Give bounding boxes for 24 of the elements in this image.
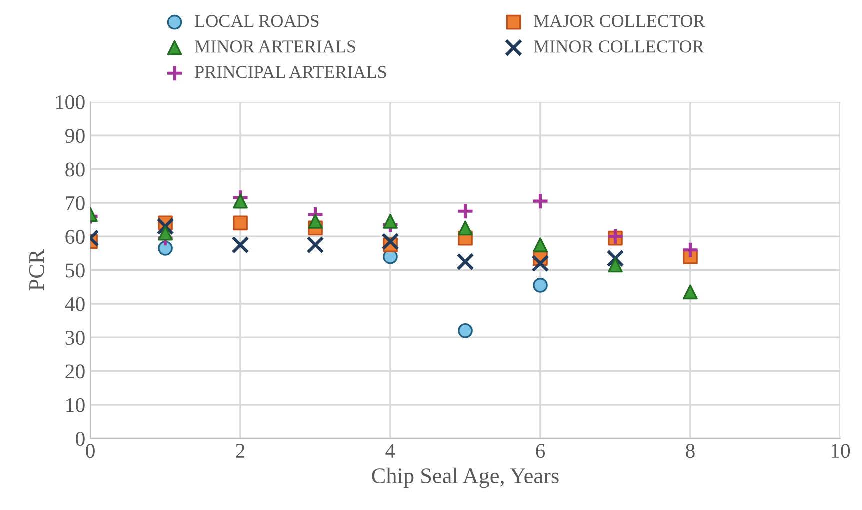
y-tick-label: 70 [66,196,85,210]
legend-label: MAJOR COLLECTOR [534,15,706,28]
x-axis-title: Chip Seal Age, Years [372,468,559,488]
y-tick-label: 80 [66,162,85,177]
legend-label: PRINCIPAL ARTERIALS [195,66,386,78]
y-tick-label: 60 [66,230,85,244]
legend-label: LOCAL ROADS [195,15,319,28]
y-tick-label: 50 [66,264,85,278]
x-tick-label: 6 [536,444,546,458]
y-tick-label: 100 [56,95,85,110]
x-tick-label: 2 [236,444,245,458]
x-tick-label: 4 [386,444,396,458]
x-tick-label: 8 [686,444,695,458]
y-tick-label: 20 [66,364,85,379]
legend-label: MINOR COLLECTOR [534,40,704,53]
y-tick-label: 0 [76,432,85,446]
x-tick-label: 10 [832,444,850,458]
y-axis-title: PCR [29,249,44,291]
y-tick-label: 10 [66,398,85,412]
y-tick-label: 30 [66,330,85,346]
y-tick-label: 40 [65,297,85,312]
y-tick-label: 90 [65,129,85,144]
x-tick-label: 0 [86,444,95,458]
legend-label: MINOR ARTERIALS [195,40,356,53]
